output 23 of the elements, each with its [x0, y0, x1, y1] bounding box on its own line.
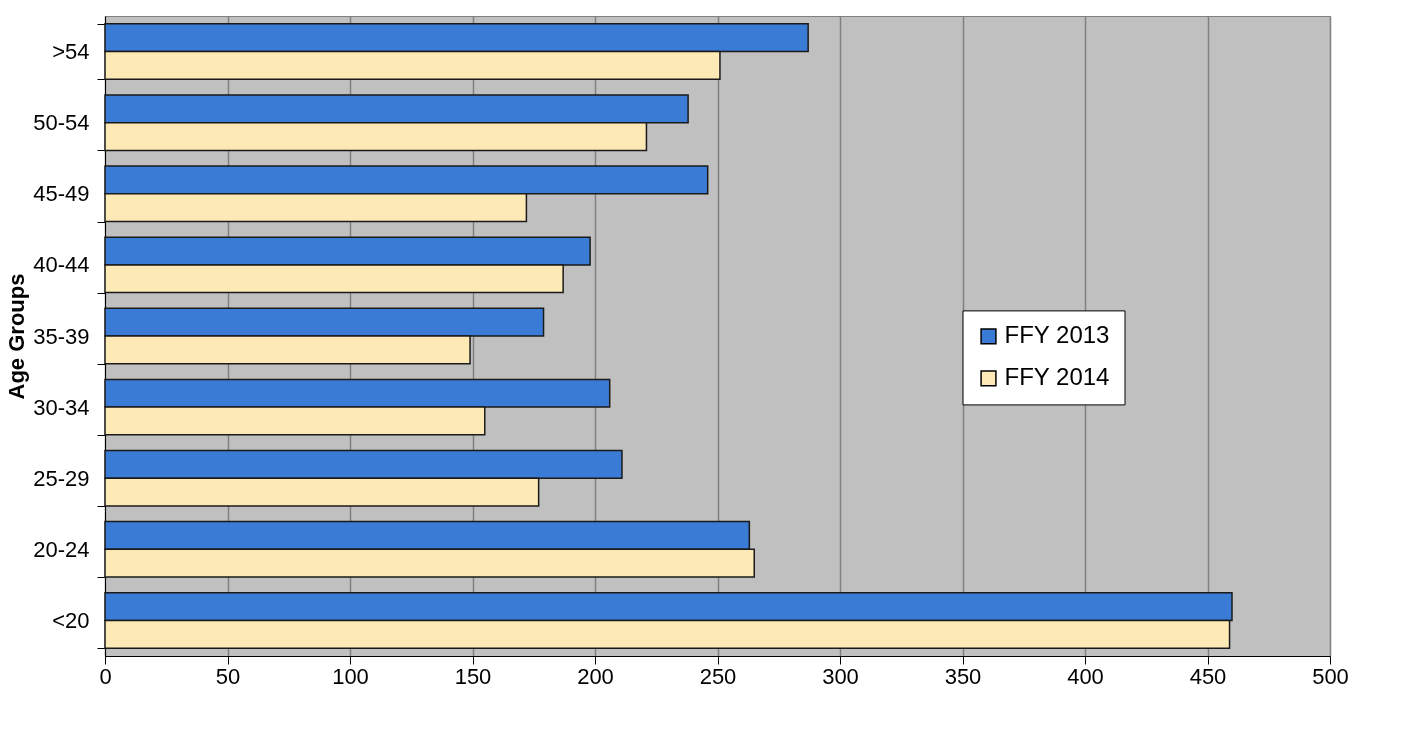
x-tick-label: 200: [577, 663, 614, 689]
x-tick-label: 100: [332, 663, 369, 689]
x-tick-label: 300: [822, 663, 859, 689]
y-tick-label: 40-44: [33, 252, 90, 278]
y-tick-label: 30-34: [33, 394, 90, 420]
y-tick-label: >54: [52, 39, 90, 65]
x-tick-label: 450: [1189, 663, 1227, 689]
x-tick-label: 150: [454, 663, 492, 689]
x-tick-label: 350: [944, 663, 982, 689]
y-tick-label: 50-54: [33, 110, 90, 136]
y-tick-label: 20-24: [33, 536, 90, 562]
y-tick-label: 25-29: [33, 465, 90, 491]
legend-label: FFY 2014: [1004, 363, 1110, 391]
x-tick-label: 50: [215, 663, 241, 689]
legend-label: FFY 2013: [1004, 321, 1110, 349]
y-axis-title: Age Groups: [4, 273, 30, 400]
y-tick-label: 45-49: [33, 181, 90, 207]
x-tick-label: 0: [99, 663, 112, 689]
x-tick-label: 250: [699, 663, 737, 689]
y-tick-label: 35-39: [33, 323, 90, 349]
x-tick-label: 500: [1312, 663, 1349, 689]
x-tick-label: 400: [1067, 663, 1104, 689]
y-tick-label: <20: [52, 607, 90, 633]
